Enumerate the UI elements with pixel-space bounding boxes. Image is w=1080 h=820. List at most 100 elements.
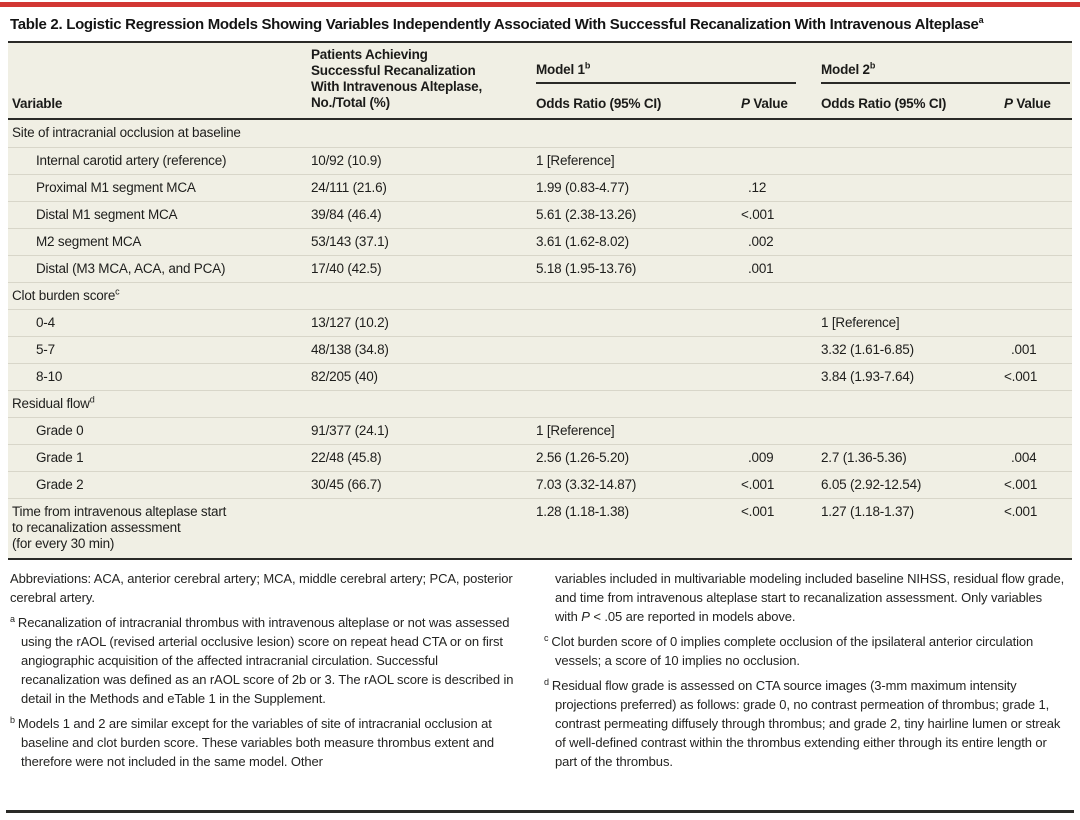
cell-model2-or: 1 [Reference]: [821, 315, 900, 330]
cell-model1-p: <.001: [741, 504, 775, 519]
cell-model2-p: [1004, 418, 1072, 426]
section-label: Clot burden scorec: [12, 286, 120, 303]
cell-variable: 5-7: [36, 342, 55, 357]
cell-model1-or: 3.61 (1.62-8.02): [536, 234, 629, 249]
bottom-rule: [6, 810, 1074, 813]
table-row: 5-7 48/138 (34.8) 3.32 (1.61-6.85) .001: [8, 336, 1072, 363]
column-header-variable: Variable: [12, 96, 63, 111]
cell-patients: 10/92 (10.9): [311, 153, 382, 168]
cell-patients: 48/138 (34.8): [311, 342, 389, 357]
cell-variable: 0-4: [36, 315, 55, 330]
table-row: Grade 2 30/45 (66.7) 7.03 (3.32-14.87) <…: [8, 471, 1072, 498]
footnotes-left-column: Abbreviations: ACA, anterior cerebral ar…: [10, 569, 514, 777]
footnote-d: d Residual flow grade is assessed on CTA …: [544, 676, 1061, 769]
section-label: Residual flowd: [12, 394, 95, 411]
cell-variable: Distal M1 segment MCA: [36, 207, 178, 222]
table-row: Grade 0 91/377 (24.1) 1 [Reference]: [8, 417, 1072, 444]
section-label: Site of intracranial occlusion at baseli…: [12, 125, 241, 140]
cell-model2-or: 6.05 (2.92-12.54): [821, 477, 922, 492]
cell-model1-or: 5.61 (2.38-13.26): [536, 207, 637, 222]
cell-variable: Grade 2: [36, 477, 84, 492]
cell-model2-or: 1.27 (1.18-1.37): [821, 504, 914, 519]
footnote-abbreviations: Abbreviations: ACA, anterior cerebral ar…: [10, 571, 513, 605]
table-header: Variable Patients Achieving Successful R…: [8, 43, 1072, 120]
cell-patients: 22/48 (45.8): [311, 450, 382, 465]
cell-model1-or: 1 [Reference]: [536, 153, 615, 168]
cell-patients: [311, 499, 536, 507]
cell-model2-or: [821, 202, 1004, 210]
cell-model2-p: [1004, 229, 1072, 237]
cell-model1-p: .009: [748, 450, 774, 465]
cell-model2-or: 3.84 (1.93-7.64): [821, 369, 914, 384]
column-header-model1-p-value: P Value: [741, 96, 788, 111]
cell-model1-p: [741, 310, 821, 318]
table-row: Internal carotid artery (reference) 10/9…: [8, 147, 1072, 174]
cell-model2-or: 3.32 (1.61-6.85): [821, 342, 914, 357]
cell-patients: 82/205 (40): [311, 369, 378, 384]
cell-model2-p: <.001: [1004, 477, 1038, 492]
table-body: Site of intracranial occlusion at baseli…: [8, 120, 1072, 560]
cell-model1-p: .001: [748, 261, 774, 276]
cell-model1-p: <.001: [741, 207, 775, 222]
cell-model1-or: [536, 364, 741, 372]
cell-model2-or: [821, 229, 1004, 237]
footnote-c: c Clot burden score of 0 implies complete…: [544, 632, 1034, 668]
cell-model1-p: [741, 337, 821, 345]
footnote-b: b Models 1 and 2 are similar except for t…: [10, 714, 495, 769]
table-row: M2 segment MCA 53/143 (37.1) 3.61 (1.62-…: [8, 228, 1072, 255]
cell-model2-p: [1004, 256, 1072, 264]
cell-model1-or: 1.99 (0.83-4.77): [536, 180, 629, 195]
cell-model1-or: 2.56 (1.26-5.20): [536, 450, 629, 465]
cell-model1-p: <.001: [741, 477, 775, 492]
cell-model1-p: .12: [748, 180, 767, 195]
cell-variable: Grade 0: [36, 423, 84, 438]
table-row: 8-10 82/205 (40) 3.84 (1.93-7.64) <.001: [8, 363, 1072, 390]
cell-model2-or: [821, 256, 1004, 264]
model1-header-group: Model 1b Odds Ratio (95% CI) P Value: [536, 43, 821, 118]
section-row-clot-burden: Clot burden scorec: [8, 282, 1072, 309]
cell-variable: 8-10: [36, 369, 63, 384]
column-header-model1-odds-ratio: Odds Ratio (95% CI): [536, 96, 662, 111]
cell-model2-p: [1004, 202, 1072, 210]
table-row: Grade 1 22/48 (45.8) 2.56 (1.26-5.20) .0…: [8, 444, 1072, 471]
cell-variable: Proximal M1 segment MCA: [36, 180, 196, 195]
cell-patients: 91/377 (24.1): [311, 423, 389, 438]
cell-model2-or: 2.7 (1.36-5.36): [821, 450, 907, 465]
cell-variable: M2 segment MCA: [36, 234, 142, 249]
section-footnote-marker: d: [89, 394, 95, 405]
table-title-text: Table 2. Logistic Regression Models Show…: [10, 16, 979, 33]
cell-model1-or: [536, 337, 741, 345]
cell-model2-p: [1004, 148, 1072, 156]
cell-model2-or: [821, 175, 1004, 183]
cell-model1-or: 5.18 (1.95-13.76): [536, 261, 637, 276]
table-row: Distal M1 segment MCA 39/84 (46.4) 5.61 …: [8, 201, 1072, 228]
footnote-b-continued: variables included in multivariable mode…: [555, 571, 1065, 624]
top-red-rule: [0, 2, 1080, 7]
table-top-rule: [8, 41, 1072, 43]
cell-patients: 30/45 (66.7): [311, 477, 382, 492]
section-row-residual-flow: Residual flowd: [8, 390, 1072, 417]
column-header-model2-odds-ratio: Odds Ratio (95% CI): [821, 96, 947, 111]
model2-footnote-marker: b: [869, 60, 876, 71]
cell-model2-or: [821, 148, 1004, 156]
cell-patients: 13/127 (10.2): [311, 315, 389, 330]
cell-model1-or: [536, 310, 741, 318]
table-title: Table 2. Logistic Regression Models Show…: [10, 16, 1072, 34]
column-header-patients: Patients Achieving Successful Recanaliza…: [311, 47, 483, 110]
cell-model2-p: [1004, 310, 1072, 318]
cell-variable: Internal carotid artery (reference): [36, 153, 227, 168]
cell-variable: Time from intravenous alteplase start to…: [12, 504, 227, 551]
model2-header: Model 2b: [821, 60, 1070, 84]
cell-model1-or: 7.03 (3.32-14.87): [536, 477, 637, 492]
footnotes: Abbreviations: ACA, anterior cerebral ar…: [10, 569, 1072, 777]
cell-model1-p: .002: [748, 234, 774, 249]
cell-model1-or: 1.28 (1.18-1.38): [536, 504, 629, 519]
model2-header-group: Model 2b Odds Ratio (95% CI) P Value: [821, 43, 1072, 118]
table-row-time-from-alteplase: Time from intravenous alteplase start to…: [8, 498, 1072, 558]
cell-patients: 24/111 (21.6): [311, 180, 387, 195]
model1-header: Model 1b: [536, 61, 796, 84]
cell-patients: 39/84 (46.4): [311, 207, 382, 222]
table-row: Distal (M3 MCA, ACA, and PCA) 17/40 (42.…: [8, 255, 1072, 282]
cell-model2-p: <.001: [1004, 504, 1038, 519]
